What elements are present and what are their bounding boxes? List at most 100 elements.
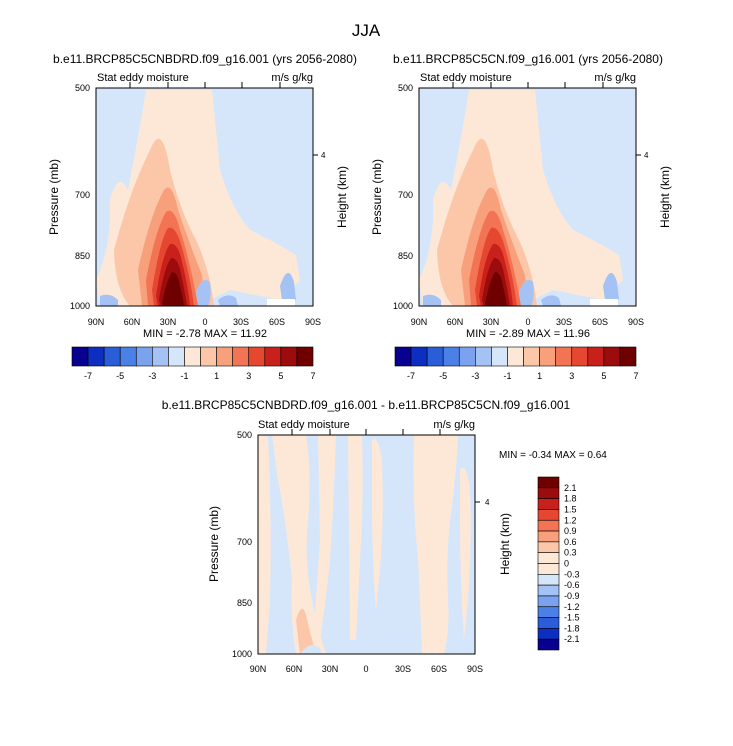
colorbar-swatch: [184, 346, 201, 367]
colorbar-label: 7: [310, 371, 315, 381]
colorbar-label: 3: [246, 371, 251, 381]
x-tick-label: 90N: [411, 317, 428, 327]
colorbar-swatch: [571, 346, 589, 367]
colorbar-label: 0.3: [564, 548, 577, 558]
colorbar-swatch: [555, 346, 573, 367]
y-tick-label: 700: [75, 190, 90, 200]
panel-b-top-ticks: [452, 82, 604, 88]
panel-b-subtitle-right: m/s g/kg: [594, 72, 636, 84]
colorbar-swatch: [537, 519, 560, 532]
colorbar-label: 7: [633, 371, 638, 381]
colorbar-label: 5: [278, 371, 283, 381]
colorbar-label: 0.6: [564, 537, 577, 547]
colorbar-swatch: [537, 563, 560, 575]
x-tick-label: 90S: [305, 317, 321, 327]
colorbar-label: 1.5: [564, 504, 577, 514]
colorbar-swatch: [232, 346, 250, 367]
panel-a-subtitle-right: m/s g/kg: [271, 72, 313, 84]
colorbar-swatch: [537, 487, 560, 499]
colorbar-label: -3: [471, 371, 479, 381]
colorbar-label: -7: [84, 371, 92, 381]
y-right-tick-label: 4: [321, 151, 326, 160]
colorbar-label: -7: [407, 371, 415, 381]
colorbar-swatch: [537, 509, 560, 521]
colorbar-swatch: [200, 346, 217, 367]
panel-c-stats: MIN = -0.34 MAX = 0.64: [499, 450, 607, 461]
panel-a-colorbar: -7 -5 -3 -1 1 3 5 7: [71, 346, 316, 381]
x-tick-label: 30S: [556, 317, 572, 327]
colorbar-label: -3: [148, 371, 156, 381]
x-tick-label: 30S: [395, 664, 411, 674]
y-tick-label: 1000: [232, 649, 252, 659]
panel-c-x-ticks: 90N 60N 30N 0 30S 60S 90S: [250, 664, 483, 674]
panel-b-colorbar: -7 -5 -3 -1 1 3 5 7: [394, 346, 639, 381]
colorbar-swatch: [537, 617, 560, 629]
colorbar-label: 1: [214, 371, 219, 381]
x-tick-label: 90S: [628, 317, 644, 327]
panel-c-subtitle-left: Stat eddy moisture: [258, 419, 350, 431]
colorbar-swatch: [87, 346, 105, 367]
colorbar-label: -2.1: [564, 634, 580, 644]
panel-c-colorbar: 2.11.81.51.20.90.60.30-0.3-0.6-0.9-1.2-1…: [537, 476, 580, 651]
y-tick-label: 700: [398, 190, 413, 200]
panel-a-ylabel-right: Height (km): [335, 166, 349, 228]
panel-c: b.e11.BRCP85C5CNBDRD.f09_g16.001 - b.e11…: [162, 398, 608, 674]
colorbar-swatch: [537, 530, 560, 543]
colorbar-swatch: [152, 346, 169, 367]
x-tick-label: 30N: [160, 317, 177, 327]
panel-a-stats: MIN = -2.78 MAX = 11.92: [143, 328, 267, 340]
x-tick-label: 90S: [467, 664, 483, 674]
colorbar-swatch: [394, 346, 412, 367]
panel-b-y-ticks: 500 700 850 1000 4: [393, 83, 649, 311]
panel-c-y-ticks: 500 700 850 1000 4: [232, 430, 490, 659]
colorbar-swatch: [426, 346, 444, 367]
colorbar-swatch: [587, 346, 605, 367]
colorbar-swatch: [103, 346, 121, 367]
colorbar-label: 3: [569, 371, 574, 381]
x-tick-label: 90N: [250, 664, 267, 674]
panel-c-subtitle-right: m/s g/kg: [433, 419, 475, 431]
colorbar-label: -1.8: [564, 623, 580, 633]
colorbar-swatch: [442, 346, 460, 367]
y-tick-label: 500: [237, 430, 252, 440]
colorbar-swatch: [537, 595, 560, 608]
colorbar-swatch: [248, 346, 266, 367]
colorbar-swatch: [619, 346, 637, 367]
colorbar-swatch: [280, 346, 298, 367]
colorbar-label: -0.6: [564, 580, 580, 590]
colorbar-swatch: [119, 346, 137, 367]
colorbar-swatch: [71, 346, 89, 367]
panel-c-contour-field: [258, 435, 475, 654]
panel-b-title: b.e11.BRCP85C5CN.f09_g16.001 (yrs 2056-2…: [393, 52, 663, 66]
panel-a-subtitle-left: Stat eddy moisture: [97, 72, 189, 84]
colorbar-swatch: [458, 346, 476, 367]
x-tick-label: 60N: [447, 317, 464, 327]
panel-b: b.e11.BRCP85C5CN.f09_g16.001 (yrs 2056-2…: [370, 52, 672, 381]
panel-c-ylabel-right: Height (km): [498, 513, 512, 575]
x-tick-label: 60S: [269, 317, 285, 327]
colorbar-swatch: [537, 552, 560, 564]
x-tick-label: 0: [202, 317, 207, 327]
y-tick-label: 700: [237, 537, 252, 547]
panel-a-title: b.e11.BRCP85C5CNBDRD.f09_g16.001 (yrs 20…: [53, 52, 357, 66]
figure-title: JJA: [352, 21, 381, 40]
colorbar-swatch: [168, 346, 185, 367]
y-tick-label: 1000: [70, 301, 90, 311]
panel-b-ylabel-right: Height (km): [658, 166, 672, 228]
colorbar-swatch: [537, 574, 560, 586]
colorbar-swatch: [296, 346, 314, 367]
colorbar-label: -5: [439, 371, 447, 381]
colorbar-label: -1: [503, 371, 511, 381]
colorbar-label: 1: [537, 371, 542, 381]
panel-a-y-ticks: 500 700 850 1000 4: [70, 83, 326, 311]
colorbar-label: -1.2: [564, 602, 580, 612]
x-tick-label: 0: [525, 317, 530, 327]
panel-c-top-ticks: [291, 429, 441, 435]
x-tick-label: 30S: [233, 317, 249, 327]
panel-c-title: b.e11.BRCP85C5CNBDRD.f09_g16.001 - b.e11…: [162, 398, 571, 412]
colorbar-swatch: [603, 346, 621, 367]
y-right-tick-label: 4: [644, 151, 649, 160]
colorbar-swatch: [537, 606, 560, 618]
colorbar-label: -0.9: [564, 591, 580, 601]
x-tick-label: 60S: [431, 664, 447, 674]
